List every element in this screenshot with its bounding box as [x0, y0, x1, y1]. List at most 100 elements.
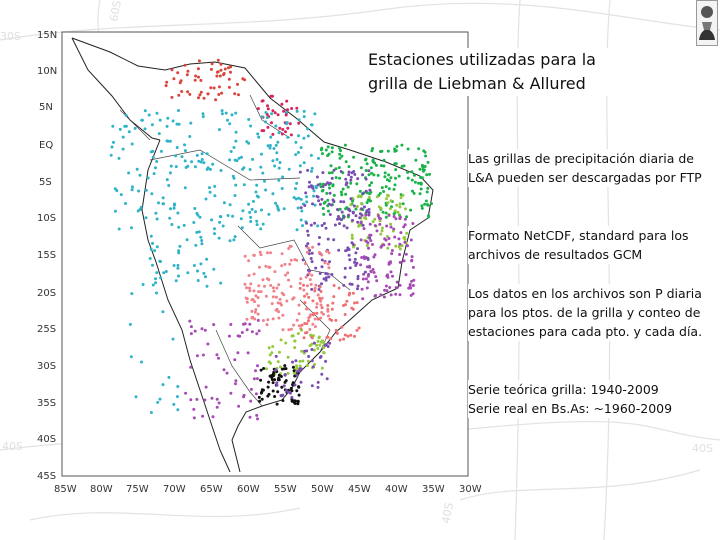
station-dot [342, 283, 346, 287]
station-dot [196, 279, 200, 282]
station-dot [312, 341, 316, 345]
station-dot [379, 293, 383, 297]
station-dot [233, 194, 237, 197]
station-dot [203, 398, 207, 402]
station-dot [255, 332, 259, 336]
station-dot [176, 385, 180, 388]
station-dot [310, 123, 313, 127]
station-dot [150, 192, 154, 196]
station-dot [386, 275, 390, 279]
station-dot [328, 186, 331, 190]
station-dot [185, 238, 189, 242]
station-dot [211, 415, 215, 419]
station-dot [202, 161, 206, 165]
station-dot [285, 110, 288, 114]
station-dot [256, 312, 260, 316]
station-dot [201, 353, 205, 357]
station-dot [354, 264, 358, 267]
station-dot [275, 158, 279, 161]
station-dot [217, 85, 221, 89]
station-dot [176, 266, 180, 270]
station-dot [319, 303, 323, 307]
station-dot [386, 194, 390, 198]
station-dot [394, 149, 398, 153]
station-dot [127, 171, 131, 175]
station-dot [255, 377, 259, 381]
station-dot [316, 195, 320, 199]
station-dot [371, 160, 375, 164]
station-dot [197, 230, 201, 234]
station-dot [271, 159, 275, 163]
station-dot [124, 124, 128, 128]
station-dot [313, 317, 317, 321]
station-dot [317, 156, 320, 160]
station-dot [233, 358, 237, 362]
station-dot [256, 417, 259, 421]
station-dot [223, 67, 227, 71]
station-dot [392, 227, 396, 231]
station-dot [277, 310, 281, 314]
station-dot [204, 385, 208, 389]
station-dot [200, 242, 204, 246]
station-dot [256, 318, 260, 322]
station-dot [276, 301, 280, 305]
station-dot [346, 246, 350, 250]
station-dot [117, 156, 121, 160]
station-dot [267, 346, 271, 350]
station-dot [398, 215, 402, 219]
station-dot [377, 205, 381, 209]
station-dot [361, 173, 365, 177]
station-dot [228, 203, 232, 207]
station-dot [154, 277, 157, 281]
station-dot [217, 356, 220, 360]
station-dot [278, 297, 282, 301]
station-dot [354, 214, 358, 218]
station-dot [423, 165, 427, 168]
station-dot [384, 238, 388, 242]
station-dot [332, 168, 336, 172]
station-dot [396, 210, 400, 214]
station-dot [271, 345, 275, 348]
station-dot [174, 279, 178, 283]
lat-tick-label: 5N [39, 102, 53, 113]
station-dot [278, 350, 281, 354]
station-dot [316, 380, 320, 384]
station-dot [410, 170, 414, 174]
station-dot [307, 295, 311, 299]
station-dot [331, 198, 335, 202]
station-dot [265, 367, 268, 371]
station-dot [382, 164, 386, 168]
station-dot [254, 190, 258, 194]
station-dot [183, 186, 187, 190]
station-dot [332, 295, 336, 299]
station-dot [369, 239, 373, 243]
station-dot [200, 158, 204, 161]
station-dot [375, 195, 379, 199]
station-dot [376, 173, 380, 177]
station-dot [295, 181, 299, 185]
station-dot [269, 135, 273, 139]
lon-tick-label: 45W [348, 484, 371, 495]
station-dot [325, 191, 329, 195]
station-dot [288, 244, 292, 248]
station-dot [387, 213, 391, 217]
station-dot [268, 353, 272, 357]
station-dot [238, 334, 242, 338]
station-dot [298, 286, 302, 290]
station-dot [188, 319, 192, 323]
station-dot [411, 189, 414, 193]
station-dot [306, 168, 310, 172]
station-dot [312, 312, 316, 315]
station-dot [310, 348, 314, 351]
station-dot [398, 205, 402, 209]
station-dot [378, 217, 382, 220]
station-dot [231, 214, 235, 218]
station-dot [281, 399, 285, 402]
station-dot [398, 260, 402, 264]
lat-tick-label: 45S [37, 471, 56, 482]
station-dot [313, 286, 317, 290]
station-dot [401, 193, 405, 197]
station-dot [282, 384, 286, 388]
station-dot [338, 156, 342, 160]
station-dot [311, 245, 315, 249]
